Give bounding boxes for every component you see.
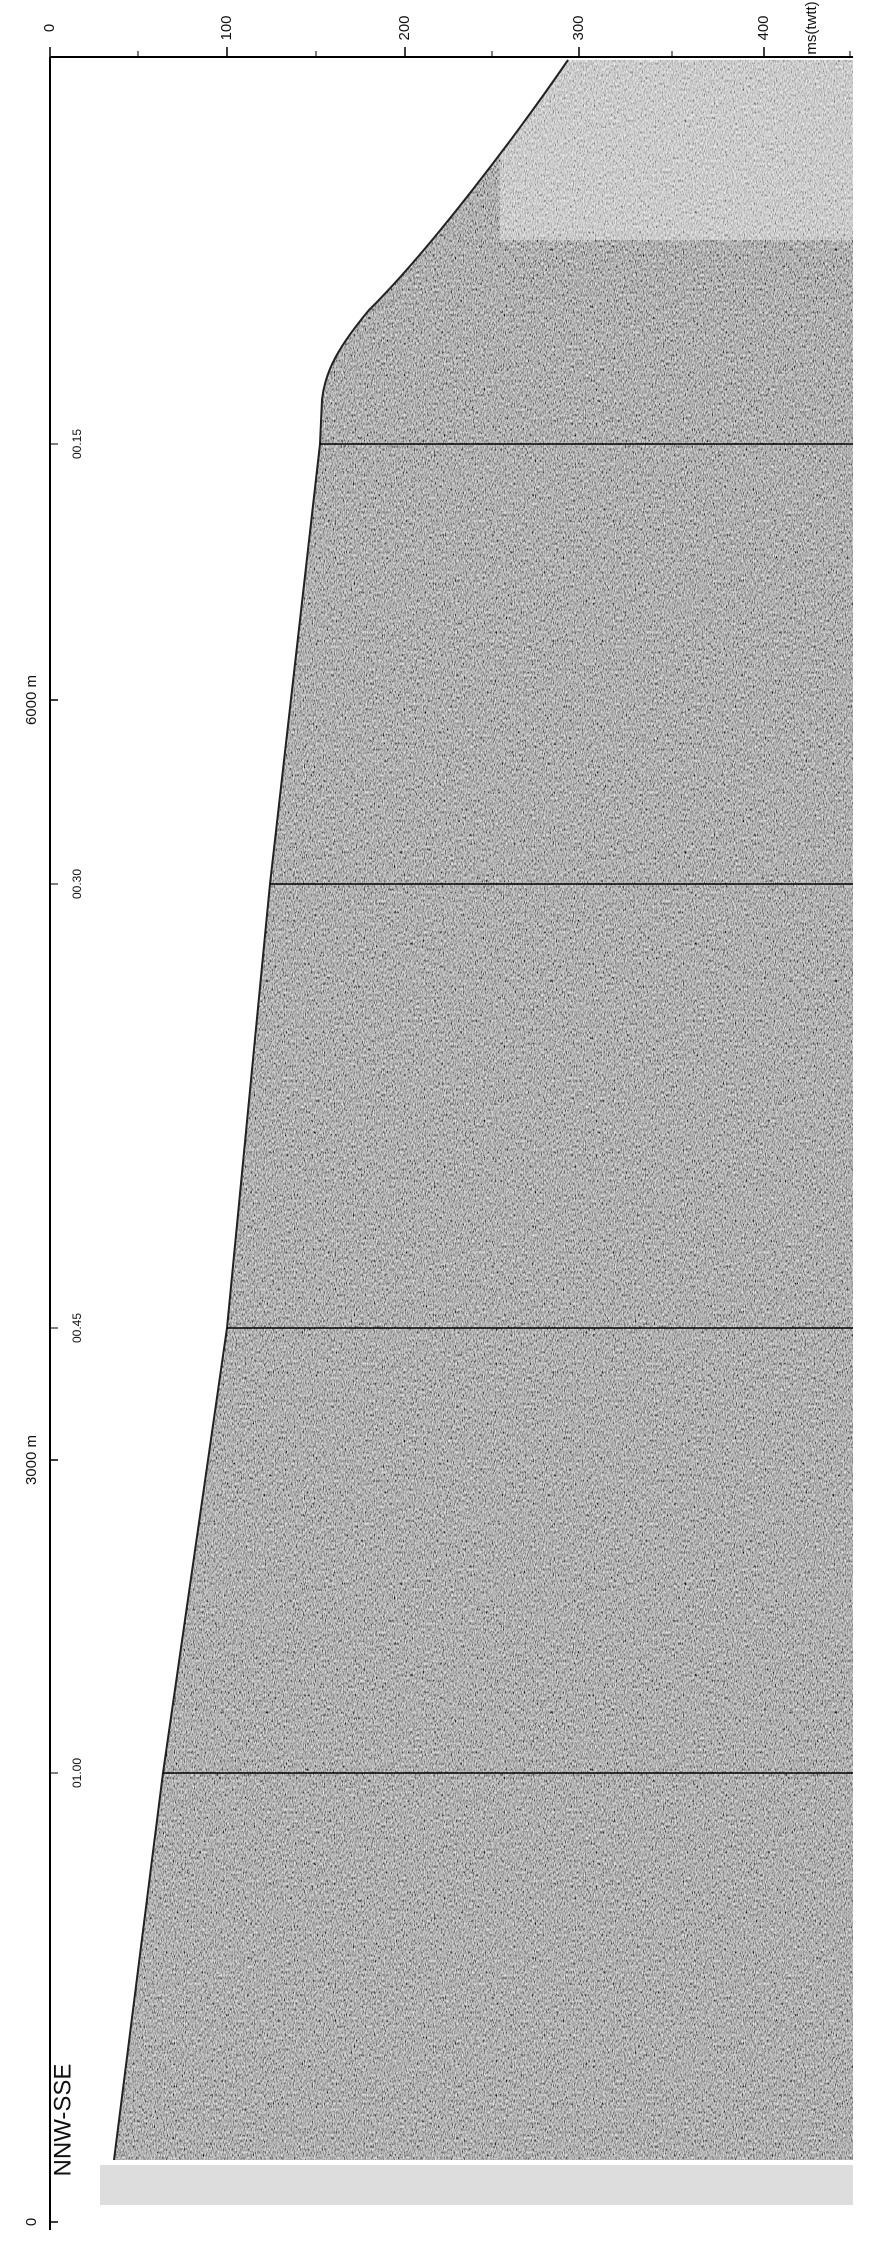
seabed-reflector bbox=[113, 59, 569, 2161]
annotation-strip bbox=[100, 2165, 853, 2205]
top-tick-label: 200 bbox=[396, 15, 413, 40]
top-tick-label: 300 bbox=[570, 15, 587, 40]
time-mark-label: 00.45 bbox=[70, 1313, 84, 1343]
top-tick-label: 100 bbox=[218, 15, 235, 40]
distance-label: 6000 m bbox=[23, 675, 40, 725]
top-tick-label: 0 bbox=[41, 24, 58, 32]
time-mark-label: 00.15 bbox=[70, 429, 84, 459]
distance-label: 0 bbox=[23, 2218, 40, 2226]
time-mark-label: 00.30 bbox=[70, 869, 84, 899]
axis-unit: ms(twtt) bbox=[803, 1, 820, 54]
top-tick-label: 400 bbox=[755, 15, 772, 40]
time-mark-label: 01.00 bbox=[70, 1758, 84, 1788]
distance-label: 3000 m bbox=[23, 1435, 40, 1485]
direction-label: NNW-SSE bbox=[49, 2064, 76, 2177]
